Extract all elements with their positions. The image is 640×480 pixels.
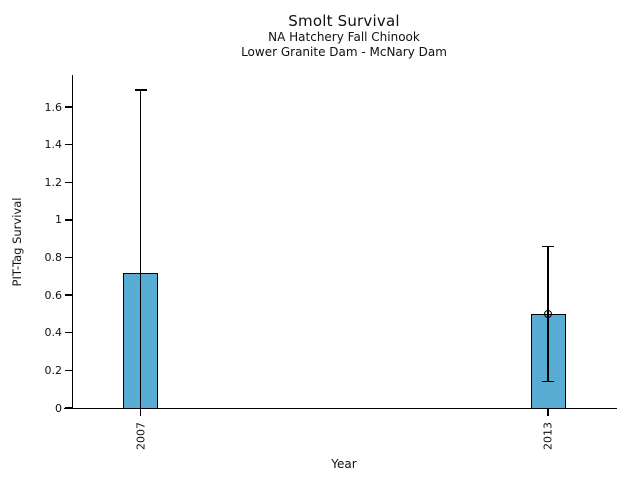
- error-bar-cap-top-2013: [542, 245, 554, 247]
- y-tick-label: 1.6: [44, 100, 63, 114]
- error-bar-cap-bottom-2013: [542, 381, 554, 383]
- chart-subtitle-line1: NA Hatchery Fall Chinook: [268, 30, 420, 44]
- error-bar-line-2007: [139, 90, 142, 408]
- y-tick-label: 0: [55, 401, 62, 415]
- y-tick: [65, 143, 72, 146]
- error-bar-cap-top-2007: [134, 89, 147, 91]
- x-tick-label-2013: 2013: [541, 422, 555, 450]
- y-tick: [65, 294, 72, 296]
- y-tick: [65, 256, 72, 259]
- y-tick-label: 0.6: [44, 288, 63, 302]
- y-tick: [65, 332, 72, 334]
- y-tick: [65, 106, 72, 108]
- y-tick-label: 1.4: [44, 138, 63, 152]
- y-tick-label: 0.4: [44, 326, 63, 340]
- x-axis-title: Year: [331, 457, 357, 471]
- chart-subtitle-line2: Lower Granite Dam - McNary Dam: [241, 45, 447, 59]
- y-tick-label: 0.2: [44, 363, 63, 377]
- y-tick-label: 1.2: [44, 175, 63, 189]
- x-tick: [139, 409, 142, 416]
- point-marker-2013: [544, 309, 552, 318]
- x-axis-spine: [64, 408, 617, 410]
- chart-title: Smolt Survival: [288, 12, 400, 30]
- y-tick: [65, 219, 72, 221]
- y-tick: [65, 181, 72, 183]
- y-axis-spine: [72, 75, 74, 409]
- y-tick-label: 1: [55, 213, 62, 227]
- y-tick: [65, 407, 72, 409]
- y-tick: [65, 369, 72, 372]
- x-tick-label-2007: 2007: [134, 422, 147, 450]
- y-tick-label: 0.8: [44, 251, 63, 264]
- x-tick: [547, 409, 549, 416]
